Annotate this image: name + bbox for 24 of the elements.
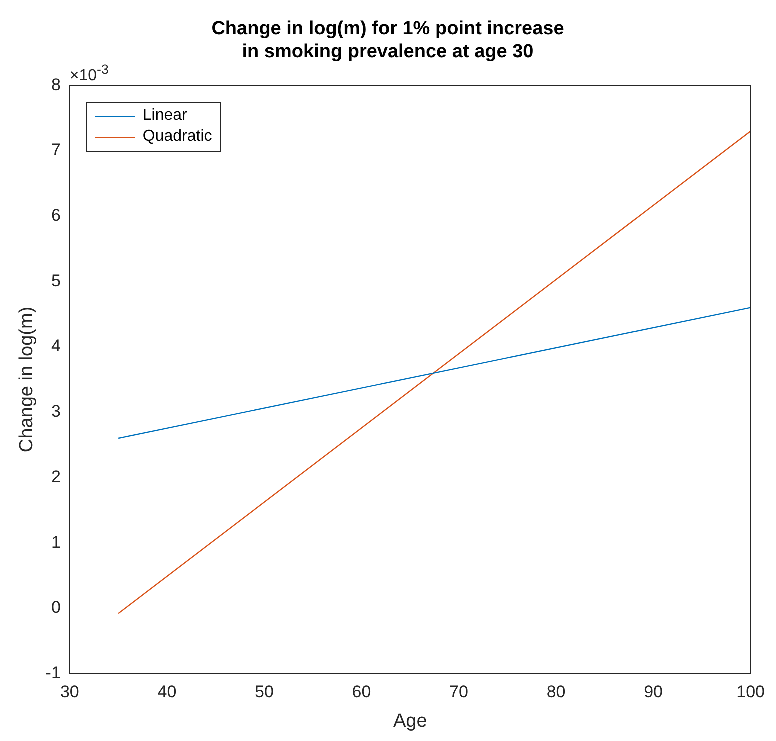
y-tick-label: 4 xyxy=(51,336,61,356)
y-tick-label: -1 xyxy=(46,663,61,682)
x-tick-label: 100 xyxy=(736,682,766,702)
chart-title: Change in log(m) for 1% point increase in smoking prevalence at age 30 xyxy=(212,18,564,62)
y-tick-label: 5 xyxy=(51,271,61,290)
x-tick-label: 30 xyxy=(60,682,80,702)
y-axis-title: Change in log(m) xyxy=(16,306,38,453)
x-tick-label: 40 xyxy=(158,682,177,702)
y-tick-label: 6 xyxy=(51,206,61,225)
x-tick-label: 50 xyxy=(255,682,274,702)
y-tick-label: 7 xyxy=(51,140,61,160)
y-tick-label: 8 xyxy=(51,75,61,94)
x-tick-label: 70 xyxy=(450,682,468,702)
text: ×10$^{-3}$ xyxy=(70,62,109,85)
x-tick-label: 60 xyxy=(352,682,372,702)
y-tick-label: 0 xyxy=(51,598,61,618)
x-tick-label: 90 xyxy=(644,682,664,702)
y-tick-label: 3 xyxy=(51,402,61,422)
x-axis-title: Age xyxy=(393,710,428,732)
y-tick-label: 2 xyxy=(51,467,61,486)
legend-label: Linear xyxy=(142,107,188,126)
legend-label: Quadratic xyxy=(142,128,212,146)
x-tick-label: 80 xyxy=(546,682,566,702)
y-tick-label: 1 xyxy=(51,532,61,552)
